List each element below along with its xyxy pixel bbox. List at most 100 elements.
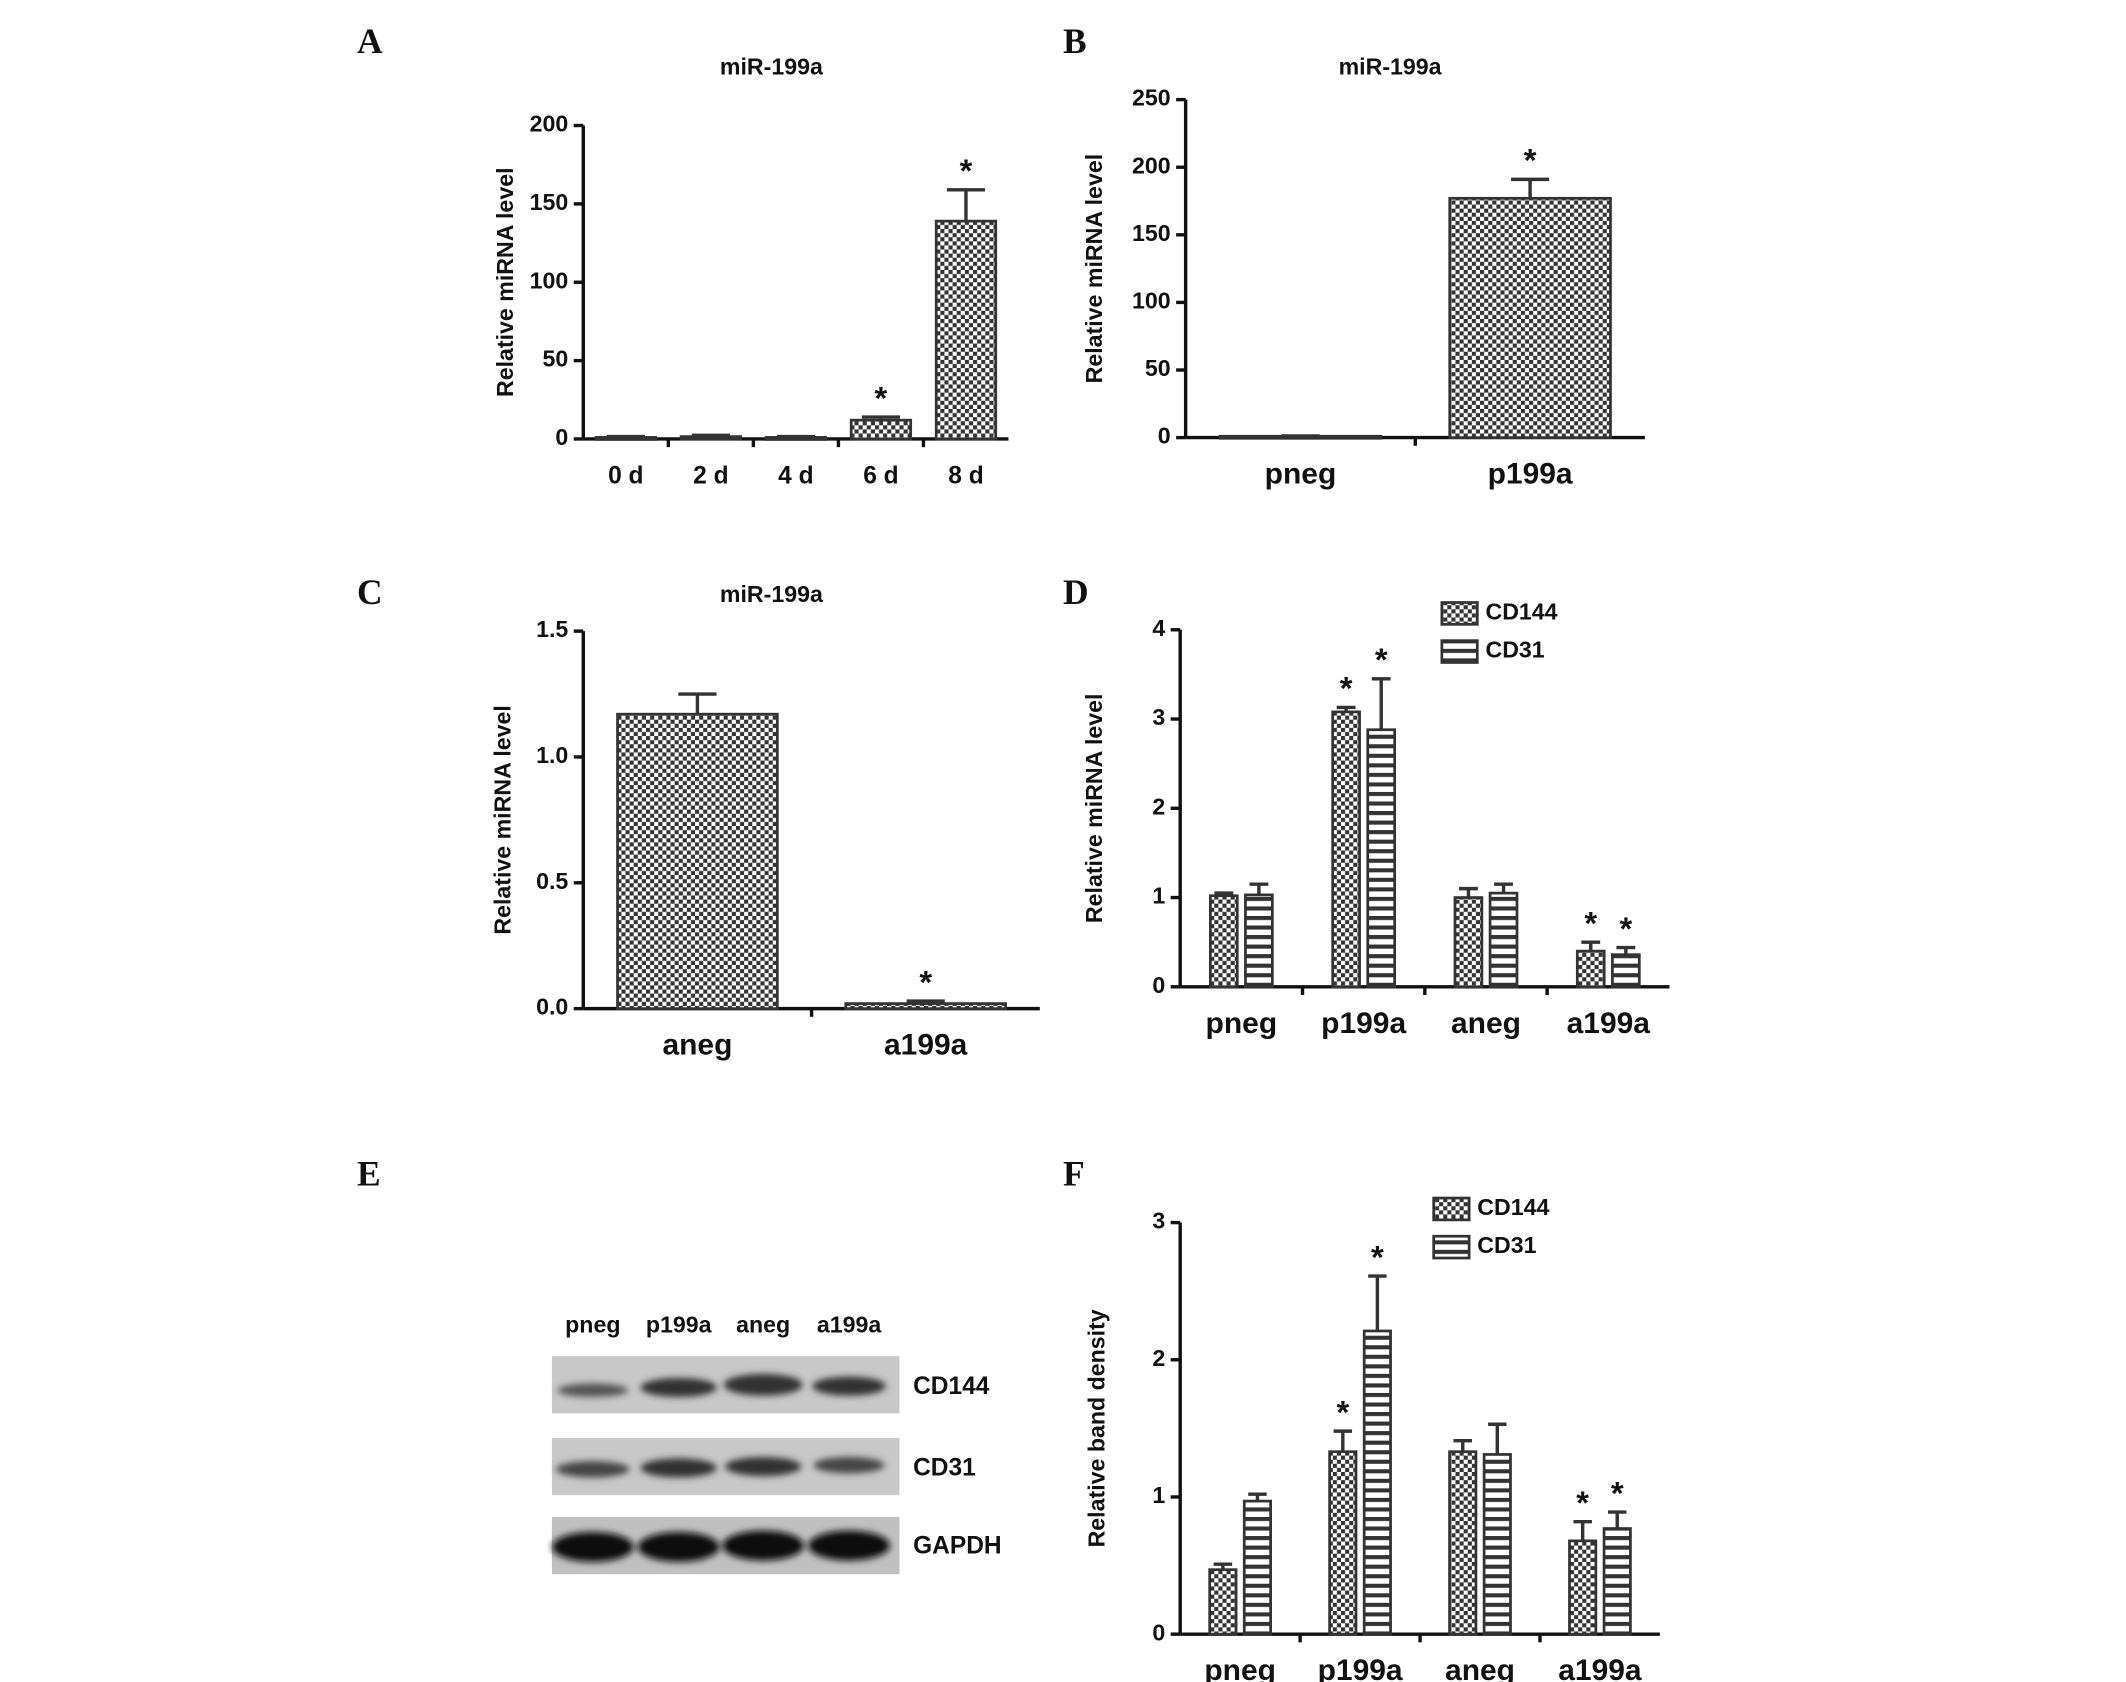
bar (1331, 710, 1361, 989)
y-tick-label: 0.5 (536, 868, 568, 894)
chart-title: miR-199a (720, 581, 824, 607)
lane-label: p199a (646, 1311, 713, 1337)
significance-mark: * (960, 152, 973, 189)
bar (1448, 1450, 1478, 1636)
error-bar (906, 999, 945, 1004)
band-label: CD144 (913, 1373, 990, 1400)
error-bar (606, 434, 645, 439)
y-tick-label: 200 (1132, 152, 1171, 178)
chart-title: miR-199a (720, 53, 824, 79)
bar (1575, 949, 1606, 989)
chart-title: miR-199a (1339, 53, 1443, 79)
y-axis-label: Relative miRNA level (1081, 154, 1107, 384)
significance-mark: * (1524, 142, 1537, 179)
bar (934, 219, 998, 441)
error-bar (1453, 1439, 1472, 1452)
x-tick-label: aneg (662, 1029, 732, 1062)
y-tick-label: 200 (530, 111, 569, 137)
error-bar (1249, 882, 1269, 895)
bar (1448, 196, 1612, 439)
error-bar (1616, 945, 1636, 955)
y-tick-label: 3 (1152, 704, 1165, 730)
legend-swatch (1432, 1196, 1471, 1222)
y-tick-label: 100 (530, 267, 569, 293)
bar (1362, 1329, 1392, 1636)
panel-label: A (357, 21, 383, 61)
y-tick-label: 150 (1132, 220, 1171, 246)
significance-mark: * (1576, 1484, 1589, 1521)
significance-mark: * (1611, 1474, 1624, 1511)
error-bar (1336, 705, 1356, 712)
y-tick-label: 250 (1132, 85, 1171, 111)
legend-swatch (1440, 639, 1479, 664)
panel-label: C (357, 572, 383, 612)
error-bar (678, 692, 717, 715)
significance-mark: * (1336, 1393, 1349, 1430)
y-tick-label: 100 (1132, 288, 1171, 314)
y-axis-label: Relative miRNA level (492, 167, 518, 397)
y-tick-label: 1.5 (536, 616, 568, 642)
legend-label: CD31 (1485, 637, 1544, 663)
chart: D Relative miRNA level 0 1 2 3 4 pneg p199a aneg a… (1063, 572, 1670, 1040)
y-tick-label: 2 (1152, 1345, 1165, 1371)
error-bar (1607, 1510, 1627, 1529)
y-tick-label: 2 (1152, 793, 1165, 819)
bar (1208, 894, 1239, 989)
y-axis-label: Relative miRNA level (489, 705, 515, 935)
error-bar (1581, 940, 1601, 952)
bar (1208, 1568, 1238, 1636)
significance-mark: * (1371, 1238, 1384, 1275)
error-bar (1333, 1429, 1353, 1452)
x-tick-label: a199a (884, 1029, 968, 1062)
panel-label: B (1063, 21, 1087, 61)
bar (1488, 891, 1519, 989)
error-bar (1213, 1562, 1233, 1570)
y-tick-label: 3 (1152, 1208, 1165, 1234)
y-tick-label: 0 (1152, 1619, 1165, 1645)
significance-mark: * (1619, 910, 1632, 947)
x-tick-label: a199a (1567, 1007, 1651, 1040)
x-tick-label: p199a (1318, 1654, 1403, 1682)
lane-label: pneg (565, 1311, 620, 1337)
error-bar (1511, 177, 1550, 199)
bar (1568, 1539, 1598, 1636)
bar (1453, 896, 1484, 989)
y-tick-label: 50 (543, 346, 569, 372)
legend-swatch (1440, 601, 1479, 626)
bar (1602, 1527, 1632, 1636)
bar (1328, 1450, 1358, 1636)
bar (1611, 953, 1641, 989)
bar (1242, 1499, 1273, 1636)
y-tick-label: 1.0 (536, 742, 568, 768)
error-bar (861, 415, 901, 421)
bar (1244, 893, 1274, 989)
y-tick-label: 150 (530, 189, 569, 215)
x-tick-label: 2 d (693, 463, 728, 490)
bar (616, 712, 779, 1010)
bar (849, 418, 913, 441)
x-tick-label: pneg (1206, 1007, 1278, 1040)
error-bar (1488, 1422, 1507, 1455)
error-bar (1494, 882, 1513, 894)
y-tick-label: 1 (1152, 883, 1165, 909)
y-tick-label: 0 (1158, 423, 1171, 449)
chart: F Relative band density 0 1 2 3 pneg p199a aneg a… (1063, 1154, 1660, 1682)
error-bar (1459, 886, 1478, 898)
significance-mark: * (875, 379, 888, 416)
x-tick-label: pneg (1265, 458, 1337, 491)
significance-mark: * (919, 963, 932, 1000)
panel-label: D (1063, 572, 1089, 612)
x-tick-label: pneg (1204, 1654, 1276, 1682)
y-tick-label: 50 (1145, 355, 1171, 381)
significance-mark: * (1375, 641, 1388, 678)
legend-label: CD144 (1485, 599, 1557, 625)
blot-panel: E pneg p199a aneg a199a CD144 CD31 GAPDH (357, 1154, 1002, 1575)
x-tick-label: aneg (1451, 1007, 1521, 1040)
y-axis-label: Relative miRNA level (1081, 694, 1107, 924)
error-bar (1214, 891, 1234, 896)
panel-label: F (1063, 1154, 1085, 1194)
significance-mark: * (1584, 904, 1597, 941)
